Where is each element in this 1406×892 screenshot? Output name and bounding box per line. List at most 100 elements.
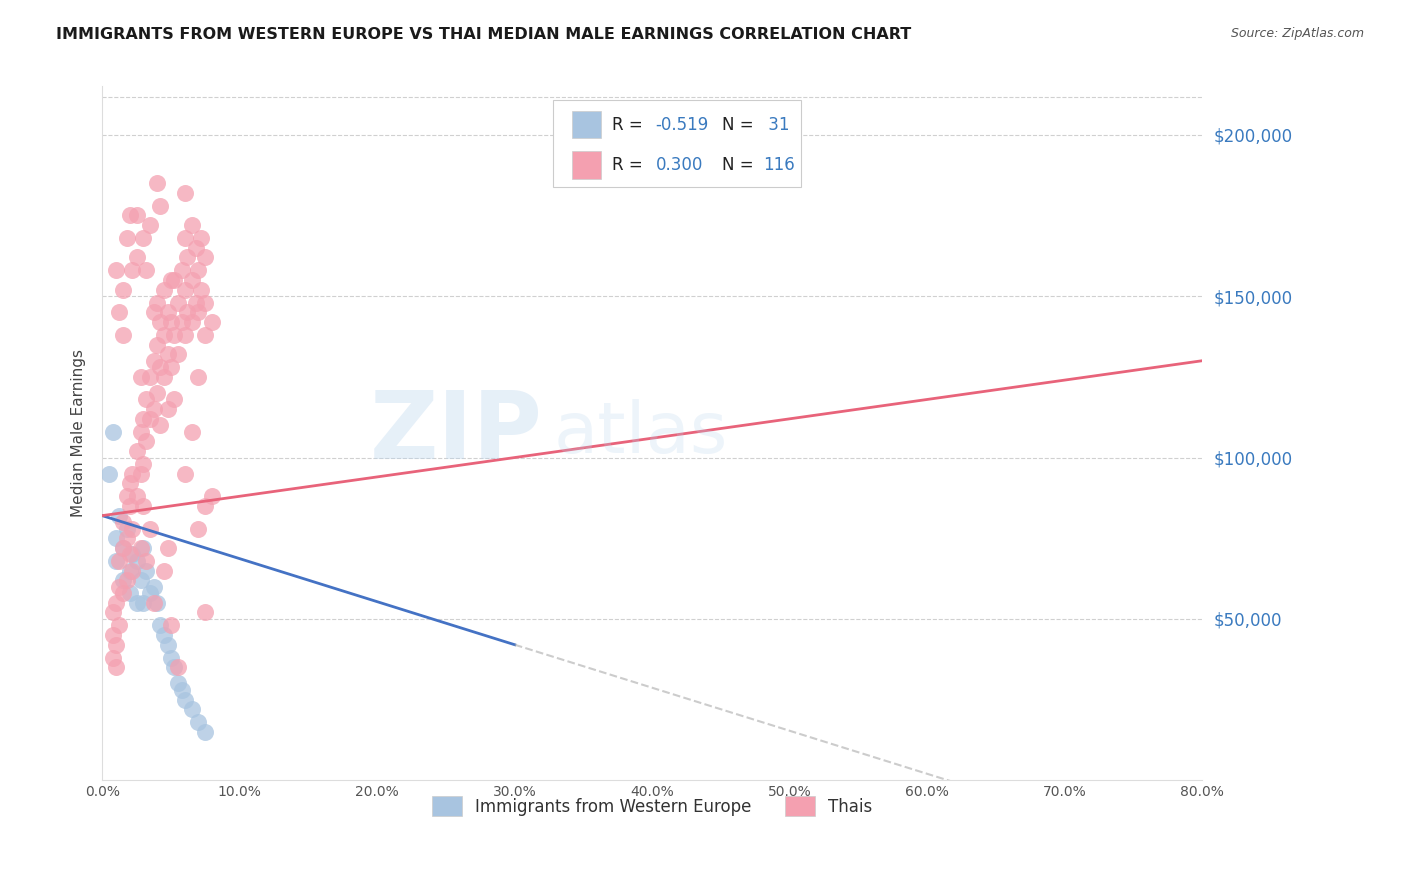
Point xyxy=(149,618,172,632)
Point xyxy=(125,444,148,458)
Point xyxy=(143,402,166,417)
Point xyxy=(135,434,157,449)
Point xyxy=(146,295,169,310)
Point xyxy=(190,283,212,297)
Point xyxy=(180,702,202,716)
Point xyxy=(132,499,155,513)
Point xyxy=(157,541,180,555)
Point xyxy=(125,251,148,265)
Point xyxy=(201,489,224,503)
Point xyxy=(125,554,148,568)
Point xyxy=(118,547,141,561)
Point xyxy=(176,305,198,319)
Text: -0.519: -0.519 xyxy=(655,116,709,134)
Point xyxy=(107,618,129,632)
Point xyxy=(139,369,162,384)
Point xyxy=(143,580,166,594)
Point xyxy=(160,315,183,329)
Point xyxy=(153,564,176,578)
Point xyxy=(187,305,209,319)
Text: R =: R = xyxy=(612,116,648,134)
Point xyxy=(173,231,195,245)
Point xyxy=(180,273,202,287)
Point xyxy=(160,360,183,375)
Point xyxy=(115,531,138,545)
Point xyxy=(149,418,172,433)
FancyBboxPatch shape xyxy=(572,151,600,178)
Legend: Immigrants from Western Europe, Thais: Immigrants from Western Europe, Thais xyxy=(423,789,882,824)
Point xyxy=(157,347,180,361)
Point xyxy=(111,327,134,342)
Point xyxy=(111,541,134,555)
Point xyxy=(180,218,202,232)
Point xyxy=(194,295,217,310)
Point xyxy=(135,564,157,578)
Point xyxy=(129,573,152,587)
Point xyxy=(173,467,195,481)
Point xyxy=(135,392,157,407)
Point xyxy=(135,554,157,568)
Point xyxy=(146,596,169,610)
Point xyxy=(132,457,155,471)
Point xyxy=(149,199,172,213)
Point xyxy=(157,305,180,319)
Point xyxy=(180,315,202,329)
FancyBboxPatch shape xyxy=(572,111,600,138)
Point xyxy=(129,541,152,555)
Text: R =: R = xyxy=(612,156,648,174)
Point xyxy=(170,682,193,697)
Point xyxy=(149,360,172,375)
Text: 0.300: 0.300 xyxy=(655,156,703,174)
Point xyxy=(121,522,143,536)
Point xyxy=(139,586,162,600)
Point xyxy=(163,273,186,287)
Point xyxy=(173,186,195,200)
Point xyxy=(143,353,166,368)
Point xyxy=(160,273,183,287)
Point xyxy=(153,369,176,384)
Point xyxy=(129,467,152,481)
Point xyxy=(163,327,186,342)
Point xyxy=(115,231,138,245)
Point xyxy=(166,676,188,690)
Point xyxy=(132,231,155,245)
Point xyxy=(143,596,166,610)
Point xyxy=(170,263,193,277)
Point xyxy=(157,638,180,652)
Point xyxy=(115,489,138,503)
Point xyxy=(153,628,176,642)
Text: N =: N = xyxy=(721,116,758,134)
Point xyxy=(107,554,129,568)
Point xyxy=(176,251,198,265)
Point xyxy=(194,251,217,265)
Point xyxy=(173,283,195,297)
Point xyxy=(184,241,207,255)
Point xyxy=(107,580,129,594)
Text: N =: N = xyxy=(721,156,758,174)
Point xyxy=(143,305,166,319)
Text: atlas: atlas xyxy=(554,399,728,467)
Point xyxy=(184,295,207,310)
Point xyxy=(115,573,138,587)
Point xyxy=(146,176,169,190)
Point xyxy=(111,515,134,529)
Point xyxy=(194,724,217,739)
Point xyxy=(125,489,148,503)
Point xyxy=(190,231,212,245)
Point xyxy=(160,650,183,665)
Point xyxy=(129,369,152,384)
Point xyxy=(111,541,134,555)
Point xyxy=(129,425,152,439)
Point xyxy=(103,650,125,665)
Point xyxy=(166,295,188,310)
Y-axis label: Median Male Earnings: Median Male Earnings xyxy=(72,350,86,517)
Point xyxy=(139,522,162,536)
Point xyxy=(166,347,188,361)
Point xyxy=(121,564,143,578)
Text: Source: ZipAtlas.com: Source: ZipAtlas.com xyxy=(1230,27,1364,40)
Text: 116: 116 xyxy=(763,156,796,174)
Point xyxy=(125,209,148,223)
Point xyxy=(118,564,141,578)
Point xyxy=(103,628,125,642)
Point xyxy=(139,412,162,426)
